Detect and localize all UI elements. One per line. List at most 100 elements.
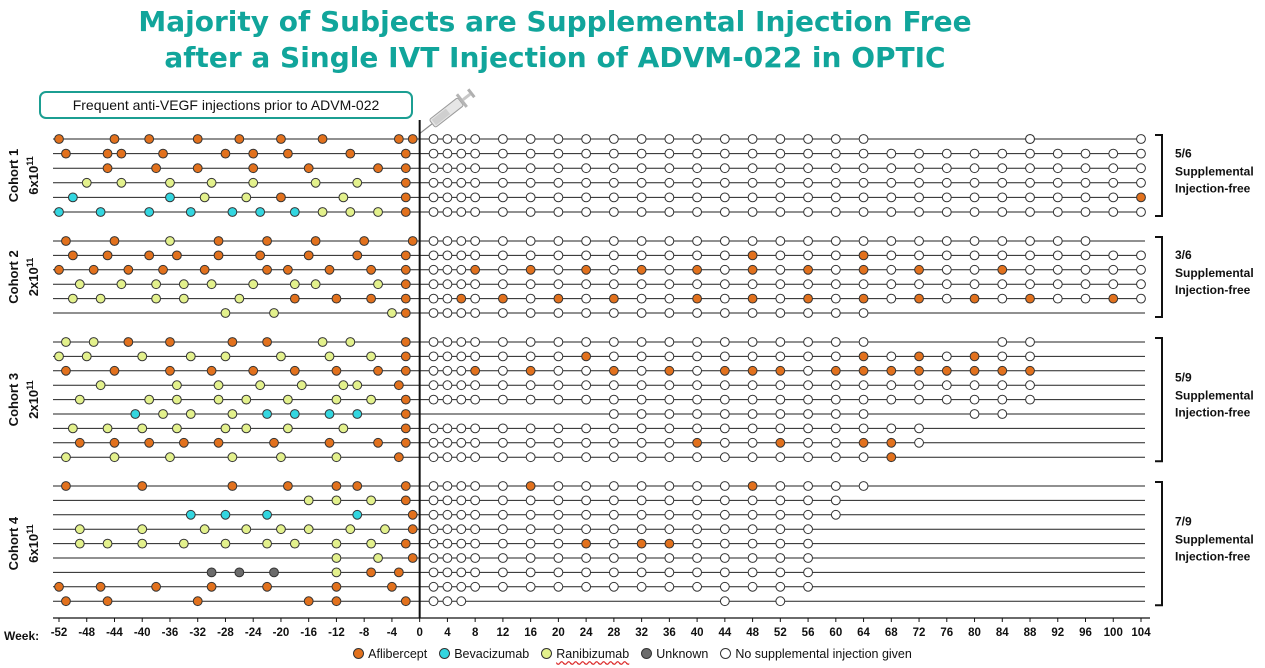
no-injection-dot [692,409,703,419]
prior-injection-dot [400,423,411,434]
no-injection-dot [581,236,592,246]
prior-injection-dot [109,236,120,246]
prior-injection-dot [213,380,224,391]
supplemental-injection-dot [775,437,786,448]
no-injection-dot [747,207,758,217]
no-injection-dot [428,423,439,434]
prior-injection-dot [241,524,252,535]
prior-injection-dot [248,365,259,376]
prior-injection-dot [137,481,148,491]
no-injection-dot [608,207,619,217]
no-injection-dot [442,423,453,434]
no-injection-dot [886,207,897,217]
no-injection-dot [775,538,786,549]
no-injection-dot [1025,279,1035,290]
no-injection-dot [858,337,869,347]
prior-injection-dot [220,538,231,549]
no-injection-dot [747,148,758,159]
no-injection-dot [497,524,508,535]
prior-injection-dot [178,279,189,290]
no-injection-dot [664,250,675,261]
no-injection-dot [608,409,619,419]
prior-injection-dot [317,207,328,217]
no-injection-dot [608,394,619,405]
x-tick-label: 16 [524,627,537,639]
no-injection-dot [830,308,841,318]
no-injection-dot [775,524,786,535]
no-injection-dot [1052,279,1063,290]
prior-injection-dot [241,423,252,434]
supplemental-injection-dot [1136,192,1146,203]
no-injection-dot [914,148,924,159]
no-injection-dot [803,423,813,434]
syringe-icon [419,88,476,135]
no-injection-dot [428,538,439,549]
no-injection-dot [470,236,481,246]
prior-injection-dot [373,553,383,563]
prior-injection-dot [61,337,71,347]
no-injection-dot [664,509,675,520]
no-injection-dot [858,148,869,159]
prior-injection-dot [393,134,404,144]
prior-injection-dot [373,279,383,290]
no-injection-dot [553,524,564,535]
no-injection-dot [581,509,592,520]
no-injection-dot [428,148,439,159]
subject-row [53,394,1145,405]
no-injection-dot [636,495,647,506]
no-injection-dot [636,437,647,448]
no-injection-dot [497,279,508,290]
no-injection-dot [747,163,758,174]
no-injection-dot [608,264,619,275]
no-injection-dot [608,509,619,520]
prior-injection-dot [400,538,411,549]
no-injection-dot [442,337,453,347]
prior-injection-dot [387,581,397,592]
no-injection-dot [664,236,675,246]
no-injection-dot [719,177,730,188]
no-injection-dot [428,192,439,203]
prior-injection-dot [345,524,356,535]
prior-injection-dot [192,596,203,607]
prior-injection-dot [276,134,286,144]
no-injection-dot [803,192,813,203]
no-injection-dot [553,394,564,405]
no-injection-dot [719,207,730,217]
prior-injection-dot [109,365,120,376]
no-injection-dot [1025,236,1035,246]
no-injection-dot [692,365,703,376]
cohort-summary-label: Injection-free [1175,550,1251,564]
supplemental-injection-dot [1025,293,1035,304]
no-injection-dot [1052,177,1063,188]
no-injection-dot [830,437,841,448]
prior-injection-dot [400,192,411,203]
no-injection-dot [692,351,703,362]
no-injection-dot [1080,163,1091,174]
no-injection-dot [442,567,453,578]
no-injection-dot [497,481,508,491]
no-injection-dot [969,380,980,391]
no-injection-dot [636,134,647,144]
no-injection-dot [608,437,619,448]
prior-injection-dot [331,553,342,563]
no-injection-dot [581,365,592,376]
no-injection-dot [775,553,786,563]
prior-injection-dot [116,148,127,159]
no-injection-dot [664,192,675,203]
no-injection-dot [775,337,786,347]
no-injection-dot [1080,293,1091,304]
prior-injection-dot [276,452,286,463]
prior-injection-dot [109,134,120,144]
subject-row [53,279,1146,290]
prior-injection-dot [276,524,286,535]
no-injection-dot [664,567,675,578]
no-injection-dot [553,250,564,261]
no-injection-dot [456,236,467,246]
no-injection-dot [830,207,841,217]
page-title: Majority of Subjects are Supplemental In… [0,4,1110,76]
supplemental-injection-dot [747,481,758,491]
no-injection-dot [664,177,675,188]
no-injection-dot [428,250,439,261]
subject-row [53,351,1145,362]
prior-injection-dot [289,293,300,304]
